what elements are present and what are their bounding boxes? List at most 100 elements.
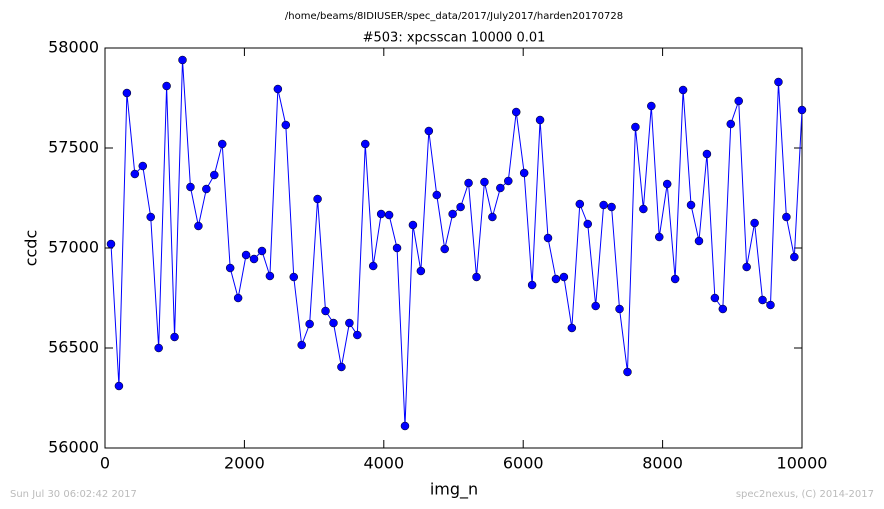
y-tick-label: 57500 — [48, 138, 99, 157]
data-point — [114, 381, 124, 391]
data-point — [432, 190, 442, 200]
x-tick-label: 0 — [100, 454, 110, 473]
data-point — [511, 107, 521, 117]
data-point — [790, 252, 799, 262]
data-point — [273, 84, 283, 94]
data-point — [408, 220, 418, 230]
data-point — [186, 182, 195, 192]
data-point — [416, 266, 426, 276]
data-point — [662, 179, 672, 189]
data-point — [504, 176, 513, 186]
footer-left: Sun Jul 30 06:02:42 2017 — [10, 489, 137, 500]
data-point — [758, 295, 767, 305]
data-point — [138, 161, 148, 171]
data-point — [329, 318, 338, 328]
data-point — [686, 200, 696, 210]
data-point — [265, 271, 275, 281]
data-point — [257, 246, 267, 256]
data-point — [122, 88, 132, 98]
y-tick-label: 58000 — [48, 38, 99, 57]
data-point — [623, 367, 632, 377]
data-point — [297, 340, 306, 350]
data-point — [694, 236, 704, 246]
x-tick-label: 10000 — [777, 454, 828, 473]
data-point — [543, 233, 553, 243]
y-tick-label: 57000 — [48, 238, 99, 257]
data-point — [162, 81, 171, 91]
data-point — [170, 332, 179, 342]
data-point — [496, 183, 505, 193]
data-point — [448, 209, 457, 219]
data-point — [225, 263, 235, 273]
data-point — [464, 178, 473, 188]
data-point — [321, 306, 330, 316]
data-point — [384, 210, 394, 220]
data-point — [210, 170, 219, 180]
data-point — [440, 244, 449, 254]
chart-subtitle: #503: xpcsscan 10000 0.01 — [363, 31, 546, 46]
data-point — [639, 204, 648, 214]
chart-title: /home/beams/8IDIUSER/spec_data/2017/July… — [285, 11, 623, 22]
data-point — [289, 272, 298, 282]
data-point — [583, 219, 592, 229]
footer-right: spec2nexus, (C) 2014-2017 — [736, 489, 874, 500]
data-point — [782, 212, 791, 222]
data-point — [313, 194, 322, 204]
data-point — [130, 169, 140, 179]
data-point — [742, 262, 751, 272]
data-point — [353, 330, 362, 340]
data-point — [726, 119, 736, 129]
data-point — [361, 139, 370, 149]
data-point — [178, 55, 187, 65]
data-point — [392, 243, 402, 253]
data-point — [647, 101, 656, 111]
data-point — [337, 362, 346, 372]
data-point — [670, 274, 680, 284]
data-point — [599, 200, 608, 210]
data-point — [734, 96, 743, 106]
y-tick-label: 56500 — [48, 338, 99, 357]
data-point — [233, 293, 243, 303]
data-line — [110, 59, 803, 427]
data-point — [241, 250, 251, 260]
data-point — [106, 239, 116, 249]
data-point — [345, 318, 354, 328]
data-point — [202, 184, 211, 194]
data-point — [194, 221, 203, 231]
x-tick-label: 4000 — [363, 454, 404, 473]
data-point — [551, 274, 561, 284]
x-tick-label: 6000 — [503, 454, 544, 473]
data-point — [774, 77, 783, 87]
data-point — [519, 168, 529, 178]
data-point — [305, 319, 314, 329]
data-point — [456, 202, 465, 212]
data-point — [607, 202, 616, 212]
data-point — [376, 209, 386, 219]
data-point — [146, 212, 155, 222]
x-tick-label: 2000 — [224, 454, 265, 473]
data-point — [702, 149, 712, 159]
data-point — [527, 280, 537, 290]
data-point — [154, 343, 163, 353]
y-axis-label: ccdc — [22, 230, 41, 267]
x-tick-label: 8000 — [642, 454, 683, 473]
data-point — [424, 126, 434, 136]
data-point — [710, 293, 720, 303]
data-point — [766, 300, 775, 310]
data-point — [217, 139, 227, 149]
data-point — [559, 272, 569, 282]
data-point — [575, 199, 585, 209]
data-point — [368, 261, 378, 271]
data-point — [472, 272, 481, 282]
x-axis-label: img_n — [430, 480, 478, 500]
data-point — [750, 218, 759, 228]
data-point — [488, 212, 497, 222]
data-point — [631, 122, 640, 132]
data-point — [615, 304, 624, 314]
data-point — [591, 301, 600, 311]
data-point — [718, 304, 728, 314]
data-point — [655, 232, 664, 242]
data-point — [567, 323, 577, 333]
data-point — [400, 421, 410, 431]
